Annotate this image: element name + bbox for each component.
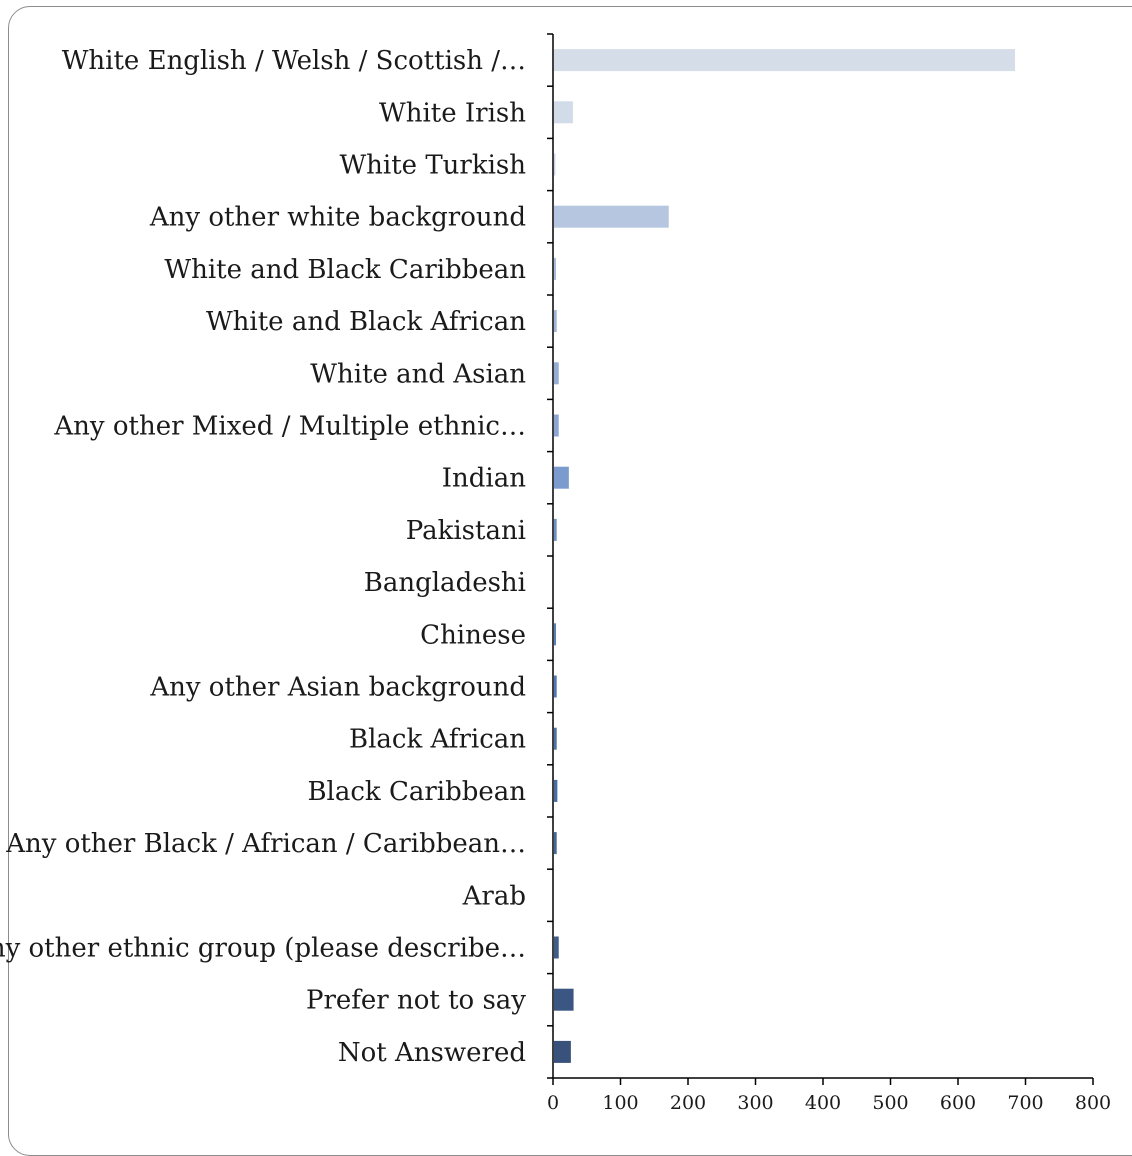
category-label: Black Caribbean [307,777,526,807]
x-tick-label: 0 [547,1092,559,1114]
category-label: White English / Welsh / Scottish /… [62,46,526,76]
category-label: Any other ethnic group (please describe… [0,934,526,964]
category-label: White Turkish [339,151,526,181]
category-label: Any other white background [149,203,526,233]
category-label: Indian [442,464,526,494]
bar-9 [554,466,569,489]
category-label: White Irish [379,98,526,128]
category-label: White and Black African [206,307,526,337]
x-tick-label: 600 [940,1092,976,1114]
bar-19 [554,988,574,1011]
x-tick-label: 700 [1007,1092,1043,1114]
bars-group [554,49,1016,1063]
y-axis-ticks [547,33,553,1079]
x-tick-label: 400 [805,1092,841,1114]
category-label: Prefer not to say [306,986,526,1016]
bar-14 [554,727,557,750]
bar-10 [554,518,557,541]
category-label: Black African [349,725,526,755]
bar-4 [554,205,669,228]
bar-13 [554,675,557,698]
bar-2 [554,101,573,124]
bar-8 [554,414,559,437]
bar-7 [554,362,559,385]
bar-20 [554,1040,571,1063]
category-label: Not Answered [338,1038,526,1068]
category-label: Bangladeshi [364,568,526,598]
x-tick-label: 100 [602,1092,638,1114]
bar-18 [554,936,559,959]
category-label: Pakistani [406,516,526,546]
bar-12 [554,623,557,646]
x-tick-label: 500 [872,1092,908,1114]
x-tick-label: 800 [1075,1092,1111,1114]
bar-5 [554,257,557,280]
bar-3 [554,153,556,176]
category-labels: White English / Welsh / Scottish /… White… [0,46,526,1068]
x-tick-label: 200 [670,1092,706,1114]
bar-1 [554,49,1016,72]
category-label: White and Asian [310,359,526,389]
x-axis-ticks: 0 100 200 300 400 500 600 700 800 [547,1078,1111,1114]
category-label: Chinese [420,620,526,650]
category-label: Any other Mixed / Multiple ethnic… [53,412,526,442]
bar-15 [554,779,558,802]
bar-16 [554,832,557,855]
category-label: White and Black Caribbean [164,255,526,285]
bar-6 [554,310,557,333]
category-label: Any other Asian background [149,673,526,703]
category-label: Arab [462,881,526,911]
x-tick-label: 300 [737,1092,773,1114]
category-label: Any other Black / African / Caribbean… [5,829,526,859]
